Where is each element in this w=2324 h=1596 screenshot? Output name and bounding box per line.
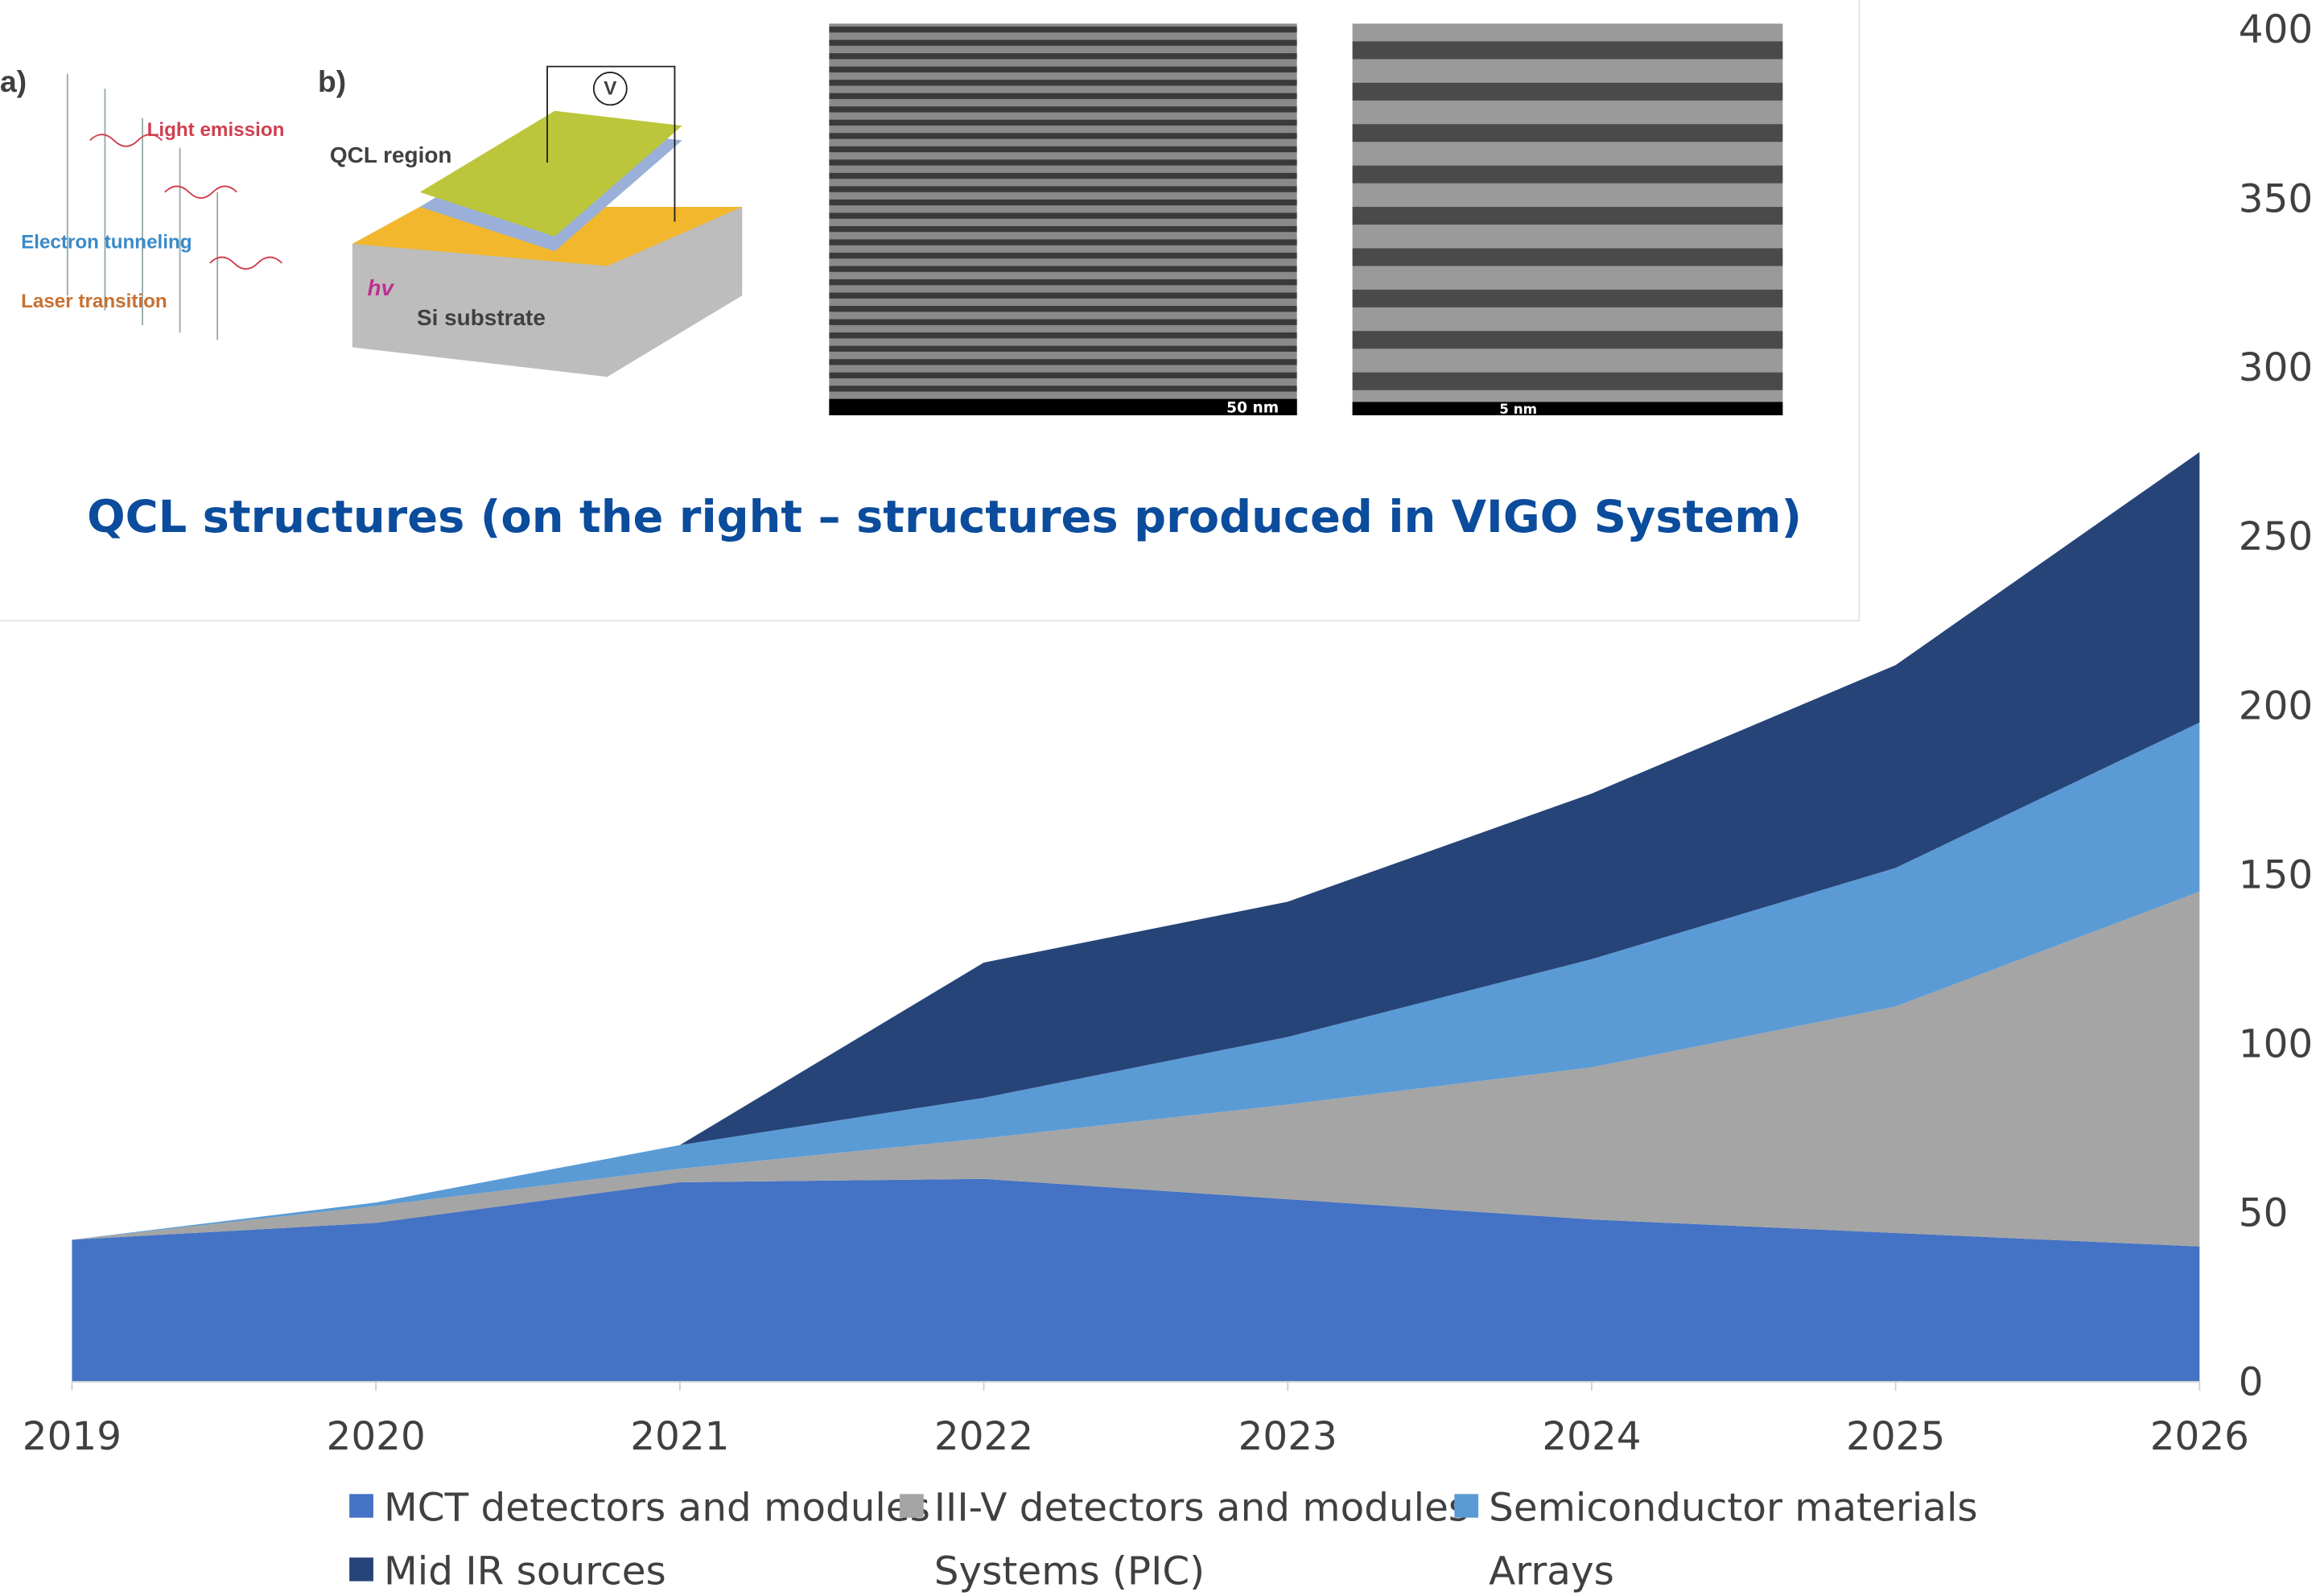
diagram-label: QCL region — [330, 142, 452, 167]
diagram-label: Laser transition — [21, 291, 167, 312]
panel-label: a) — [0, 65, 27, 98]
diagram-label: V — [604, 78, 616, 100]
y-tick-label: 200 — [2239, 684, 2313, 729]
legend-label: Arrays — [1489, 1549, 1614, 1594]
y-tick-label: 0 — [2239, 1360, 2264, 1405]
y-tick-label: 300 — [2239, 346, 2313, 391]
inset-caption: QCL structures (on the right – structure… — [87, 491, 1802, 543]
diagram-label: Si substrate — [417, 305, 546, 330]
y-tick-label: 100 — [2239, 1022, 2313, 1067]
scale-bar-bg — [1352, 402, 1783, 415]
area — [72, 722, 2200, 1240]
legend-label: III-V detectors and modules — [934, 1486, 1469, 1531]
x-tick-label: 2026 — [2150, 1415, 2249, 1460]
x-tick-label: 2025 — [1846, 1415, 1945, 1460]
plot-area — [72, 452, 2200, 1382]
area — [72, 452, 2200, 1240]
legend-swatch — [349, 1494, 373, 1518]
x-tick-label: 2024 — [1542, 1415, 1641, 1460]
legend-swatch — [899, 1494, 924, 1518]
diagram-label: Light emission — [147, 119, 285, 141]
x-tick-label: 2022 — [934, 1415, 1033, 1460]
y-tick-label: 50 — [2239, 1191, 2289, 1236]
y-tick-label: 250 — [2239, 515, 2313, 560]
panel-label: b) — [318, 65, 346, 98]
scale-label: 50 nm — [1226, 399, 1279, 416]
y-tick-label: 350 — [2239, 177, 2313, 222]
tem-image — [1352, 23, 1783, 415]
legend-swatch — [349, 1557, 373, 1582]
y-tick-label: 400 — [2239, 8, 2313, 53]
voltmeter — [592, 72, 628, 106]
tem-image — [829, 23, 1297, 415]
legend-label: Mid IR sources — [384, 1549, 666, 1594]
legend-swatch — [1454, 1494, 1479, 1518]
x-tick-label: 2020 — [327, 1415, 426, 1460]
x-tick-label: 2019 — [23, 1415, 122, 1460]
scale-label: 5 nm — [1499, 402, 1537, 417]
area — [72, 1178, 2200, 1382]
scale-bar-bg — [829, 398, 1297, 415]
inset-panel: a) b) Light emission Electron tunneling … — [0, 0, 1860, 622]
legend-label: MCT detectors and modules — [384, 1486, 930, 1531]
legend-label: Semiconductor materials — [1489, 1486, 1977, 1531]
emission-wave — [89, 134, 282, 270]
area — [72, 891, 2200, 1247]
x-tick-label: 2021 — [630, 1415, 729, 1460]
x-tick-label: 2023 — [1238, 1415, 1337, 1460]
legend-label: Systems (PIC) — [934, 1549, 1205, 1594]
wire — [546, 65, 676, 222]
band-diagram — [66, 73, 219, 340]
diagram-label: Electron tunneling — [21, 232, 192, 254]
y-tick-label: 150 — [2239, 853, 2313, 898]
diagram-label: hv — [367, 275, 394, 300]
top-contact — [419, 110, 682, 237]
